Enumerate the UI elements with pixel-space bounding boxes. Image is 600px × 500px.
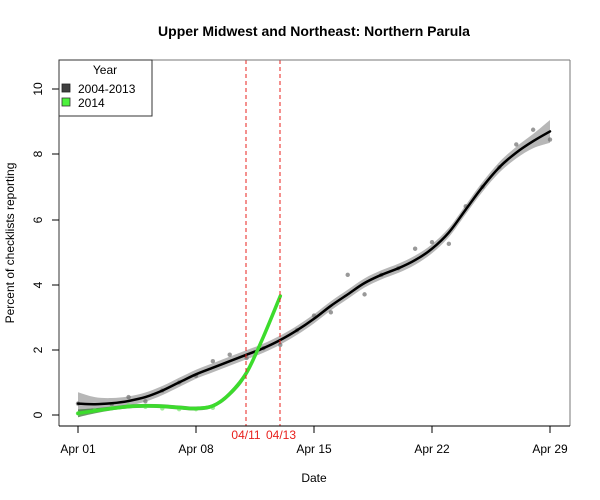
y-tick-label: 2 — [31, 346, 45, 353]
legend-swatch-2014 — [61, 97, 71, 107]
data-point — [227, 352, 232, 357]
data-point — [345, 272, 350, 278]
y-axis-title: Percent of checklists reporting — [3, 163, 17, 324]
data-point — [547, 137, 553, 142]
data-point — [429, 240, 435, 245]
trend-line-2014 — [76, 294, 283, 416]
data-points-2004-2013 — [75, 127, 553, 413]
y-tick-label: 10 — [31, 82, 45, 96]
chart-title: Upper Midwest and Northeast: Northern Pa… — [158, 23, 470, 39]
legend-label-2014: 2014 — [78, 96, 105, 110]
y-tick-label: 0 — [31, 411, 45, 418]
data-point — [362, 292, 367, 297]
data-point — [328, 310, 334, 315]
data-point — [143, 399, 148, 404]
data-point — [412, 246, 418, 251]
y-tick-label: 8 — [31, 150, 45, 157]
data-point — [126, 394, 131, 400]
data-point — [278, 342, 283, 348]
legend-title: Year — [93, 63, 117, 77]
y-tick-label: 4 — [31, 281, 45, 288]
x-tick-label: Apr 15 — [296, 442, 332, 456]
x-tick-label: Apr 29 — [532, 442, 568, 456]
x-tick-label: Apr 01 — [60, 442, 96, 456]
legend: Year 2004-2013 2014 — [58, 59, 153, 117]
x-axis: Apr 01 Apr 08 Apr 15 Apr 22 Apr 29 — [60, 426, 568, 456]
data-point — [514, 142, 519, 147]
x-tick-label: Apr 22 — [414, 442, 450, 456]
x-axis-title: Date — [301, 471, 327, 485]
legend-swatch-2004-2013 — [61, 83, 71, 93]
x-tick-label: Apr 08 — [178, 442, 214, 456]
data-point — [244, 355, 249, 361]
data-point — [530, 127, 536, 132]
data-point — [446, 241, 452, 247]
data-point — [210, 359, 216, 364]
trend-line-2004-2013 — [76, 130, 552, 406]
vline-label-04-13: 04/13 — [266, 428, 296, 442]
y-axis: 0 2 4 6 8 10 — [31, 82, 59, 418]
confidence-band-2004-2013 — [78, 120, 550, 415]
y-tick-label: 6 — [31, 216, 45, 223]
legend-box — [58, 59, 153, 117]
vline-label-04-11: 04/11 — [231, 428, 260, 442]
legend-label-2004-2013: 2004-2013 — [78, 82, 136, 96]
